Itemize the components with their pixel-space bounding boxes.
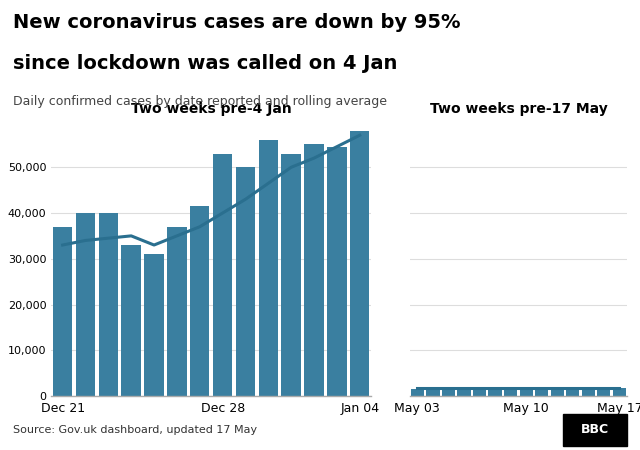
Text: New coronavirus cases are down by 95%: New coronavirus cases are down by 95% <box>13 14 460 32</box>
Text: BBC: BBC <box>581 423 609 436</box>
Text: since lockdown was called on 4 Jan: since lockdown was called on 4 Jan <box>13 54 397 73</box>
Bar <box>213 153 232 396</box>
Bar <box>145 254 164 396</box>
Bar <box>190 206 209 396</box>
Bar <box>327 147 347 396</box>
Bar <box>566 388 579 396</box>
Bar <box>122 245 141 396</box>
Bar <box>167 227 187 396</box>
Title: Two weeks pre-17 May: Two weeks pre-17 May <box>429 102 607 116</box>
Bar <box>535 388 548 396</box>
Bar <box>582 388 595 396</box>
Bar <box>550 389 564 396</box>
Bar <box>350 130 369 396</box>
Bar <box>259 140 278 396</box>
Bar <box>488 389 502 396</box>
Bar <box>99 213 118 396</box>
Bar <box>597 388 611 396</box>
Bar <box>520 388 532 396</box>
Bar <box>53 227 72 396</box>
Bar <box>76 213 95 396</box>
Bar <box>305 144 324 396</box>
Bar <box>411 389 424 396</box>
Bar <box>236 167 255 396</box>
Bar <box>442 388 455 396</box>
Bar <box>458 388 470 396</box>
Bar <box>473 388 486 396</box>
FancyBboxPatch shape <box>563 414 627 446</box>
Text: Daily confirmed cases by date reported and rolling average: Daily confirmed cases by date reported a… <box>13 94 387 108</box>
Bar <box>282 153 301 396</box>
Bar <box>426 389 440 396</box>
Bar <box>504 388 517 396</box>
Text: Source: Gov.uk dashboard, updated 17 May: Source: Gov.uk dashboard, updated 17 May <box>13 425 257 435</box>
Title: Two weeks pre-4 Jan: Two weeks pre-4 Jan <box>131 102 292 116</box>
Bar <box>613 388 626 396</box>
